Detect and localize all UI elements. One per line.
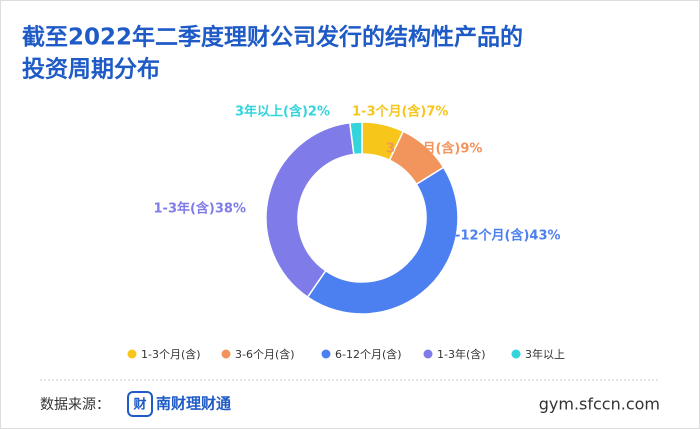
legend-label: 1-3个月(含) [141,347,201,361]
logo-icon [127,391,153,417]
logo-mark: 财 [133,397,146,413]
legend-label: 6-12个月(含) [335,347,402,361]
legend-swatch [321,349,331,359]
data-label: 3-6个月(含)9% [386,141,482,157]
donut-slice [265,121,355,299]
data-label: 1-3年(含)38% [154,201,247,217]
legend-label: 3-6个月(含) [235,347,295,361]
legend-swatch [221,349,231,359]
donut-slice [349,121,363,156]
data-label: 6-12个月(含)43% [446,228,561,244]
chart-title: 截至2022年二季度理财公司发行的结构性产品的 [22,24,523,51]
source-label: 数据来源： [40,397,110,413]
legend-swatch [423,349,433,359]
data-label: 1-3个月(含)7% [352,104,448,120]
legend-swatch [511,349,521,359]
chart-title: 投资周期分布 [22,56,160,83]
data-label: 3年以上(含)2% [235,104,330,120]
legend-label: 1-3年(含) [437,347,486,361]
website: gym.sfccn.com [539,395,660,414]
source-name: 南财理财通 [156,395,231,413]
legend-label: 3年以上 [525,347,565,361]
donut-slice [306,166,459,315]
legend-swatch [127,349,137,359]
